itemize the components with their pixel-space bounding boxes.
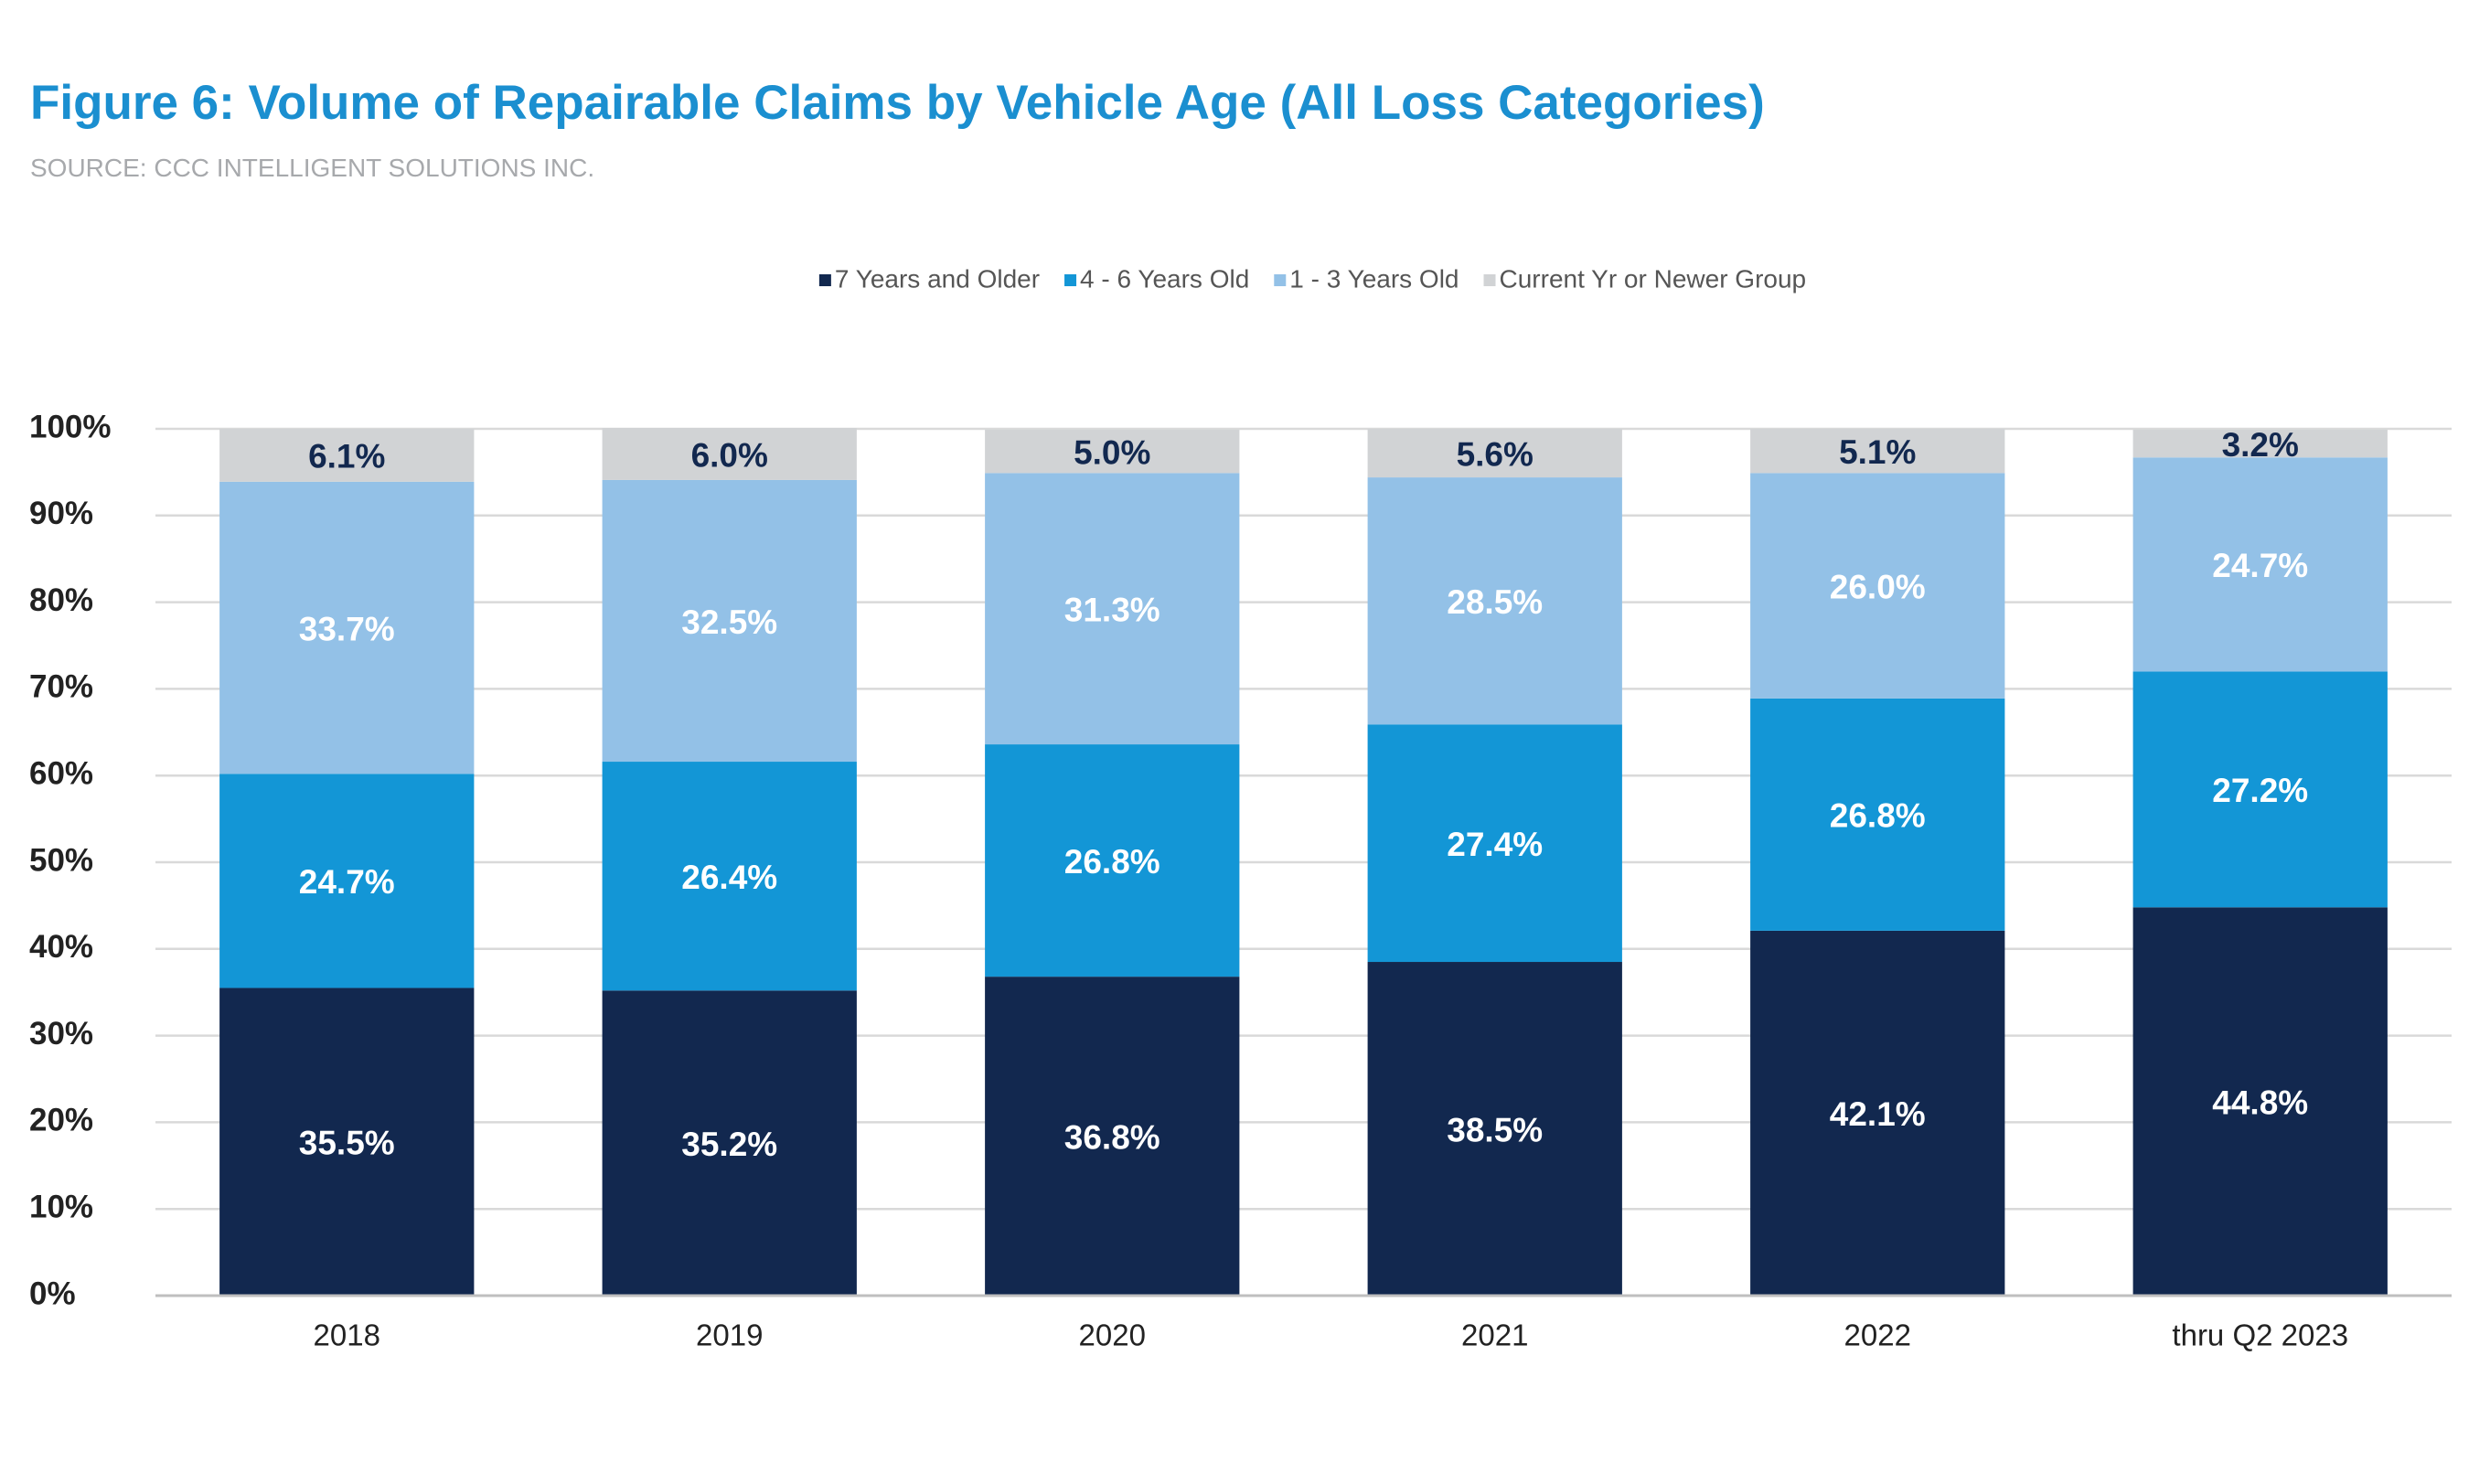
y-tick-label: 90%	[29, 496, 93, 531]
data-label: 6.0%	[691, 436, 768, 474]
bar-segment	[602, 762, 857, 991]
data-label: 27.4%	[1447, 826, 1543, 863]
y-tick-label: 40%	[29, 929, 93, 965]
data-label: 35.2%	[681, 1126, 777, 1163]
legend-swatch	[1274, 274, 1287, 286]
data-label: 3.2%	[2222, 426, 2299, 464]
legend: 7 Years and Older 4 - 6 Years Old 1 - 3 Ye…	[818, 264, 1807, 293]
y-tick-label: 70%	[29, 669, 93, 705]
legend-label: 1 - 3 Years Old	[1289, 264, 1459, 293]
x-tick-label: thru Q2 2023	[2172, 1319, 2348, 1352]
data-label: 33.7%	[299, 610, 395, 647]
bar-segment	[985, 744, 1240, 977]
y-tick-label: 80%	[29, 582, 93, 618]
legend-swatch	[1483, 274, 1496, 286]
data-label: 26.4%	[681, 859, 777, 896]
data-label: 26.8%	[1830, 797, 1926, 835]
legend-label: Current Yr or Newer Group	[1500, 264, 1807, 293]
bar-segment	[985, 473, 1240, 745]
legend-swatch	[1064, 274, 1077, 286]
y-tick-label: 50%	[29, 842, 93, 878]
bar-segment	[1367, 429, 1622, 478]
bar-segment	[2132, 429, 2388, 458]
bar-segment	[602, 990, 857, 1296]
y-tick-label: 30%	[29, 1016, 93, 1052]
bar-segment	[602, 428, 857, 480]
y-tick-label: 0%	[29, 1276, 76, 1311]
chart-title: Figure 6: Volume of Repairable Claims by…	[30, 76, 1765, 130]
bar-segment	[1750, 429, 2005, 474]
data-label: 24.7%	[299, 863, 395, 901]
x-tick-label: 2020	[1079, 1319, 1146, 1352]
data-label: 6.1%	[308, 438, 385, 475]
bar-segment	[1367, 962, 1622, 1296]
data-label: 24.7%	[2212, 547, 2308, 584]
bar-segment	[602, 479, 857, 763]
x-tick-label: 2021	[1461, 1319, 1528, 1352]
bar-segment	[1750, 930, 2005, 1296]
data-label: 42.1%	[1830, 1095, 1926, 1133]
x-tick-label: 2022	[1844, 1319, 1911, 1352]
data-label: 5.6%	[1457, 435, 1534, 473]
data-label: 32.5%	[681, 603, 777, 641]
bar-segment	[2132, 671, 2388, 908]
data-label: 5.1%	[1839, 433, 1916, 471]
data-label: 27.2%	[2212, 772, 2308, 809]
bar-segment	[2132, 457, 2388, 672]
bar-segment	[985, 977, 1240, 1296]
data-label: 31.3%	[1064, 591, 1160, 628]
data-label: 44.8%	[2212, 1084, 2308, 1121]
legend-label: 4 - 6 Years Old	[1080, 264, 1249, 293]
y-tick-label: 100%	[29, 409, 112, 444]
y-tick-label: 20%	[29, 1103, 93, 1138]
bar-segment	[2132, 907, 2388, 1296]
bar-segment	[219, 988, 475, 1296]
legend-label: 7 Years and Older	[835, 264, 1040, 293]
data-label: 28.5%	[1447, 583, 1543, 621]
chart-subtitle: SOURCE: CCC INTELLIGENT SOLUTIONS INC.	[30, 154, 594, 182]
data-label: 26.8%	[1064, 843, 1160, 881]
data-label: 36.8%	[1064, 1118, 1160, 1156]
bar-segment	[1367, 477, 1622, 725]
data-label: 35.5%	[299, 1125, 395, 1162]
x-tick-label: 2018	[314, 1319, 380, 1352]
data-label: 26.0%	[1830, 568, 1926, 605]
bar-segment	[219, 481, 475, 774]
x-tick-label: 2019	[696, 1319, 763, 1352]
y-tick-label: 10%	[29, 1189, 93, 1224]
bar-segment	[1750, 698, 2005, 931]
bar-segment	[219, 774, 475, 988]
y-tick-label: 60%	[29, 755, 93, 791]
bar-segment	[1367, 724, 1622, 963]
bar-segment	[985, 429, 1240, 474]
legend-swatch	[818, 274, 831, 286]
bar-segment	[1750, 473, 2005, 699]
data-label: 5.0%	[1074, 433, 1150, 471]
bar-segment	[219, 429, 475, 482]
data-label: 38.5%	[1447, 1111, 1543, 1148]
